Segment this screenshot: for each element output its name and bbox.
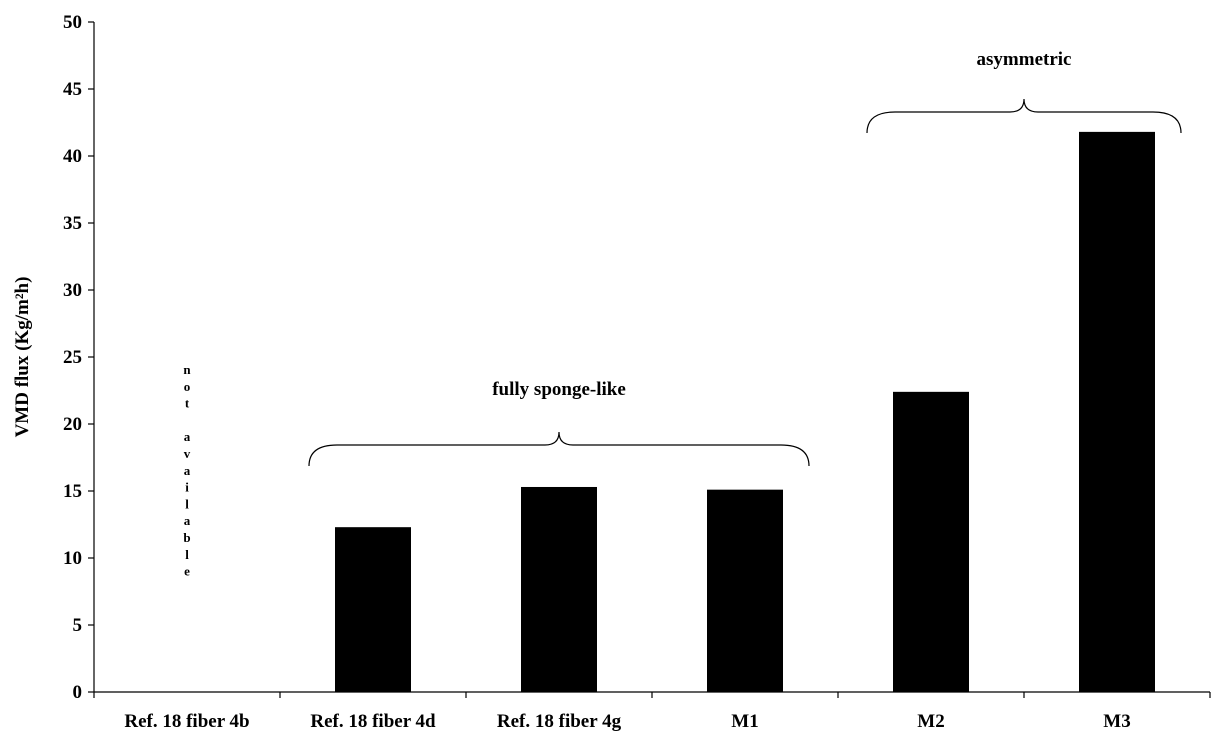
y-tick-label: 15 <box>63 481 82 502</box>
y-tick-label: 35 <box>63 213 82 234</box>
not-available-letter: i <box>185 480 189 495</box>
asymmetric-annotation: asymmetric <box>866 49 1182 134</box>
not-available-letter: a <box>184 463 191 478</box>
y-tick-label: 40 <box>63 146 82 167</box>
not-available-letter: t <box>185 396 190 411</box>
y-tick-label: 50 <box>63 12 82 33</box>
annotation-text: fully sponge-like <box>492 379 626 400</box>
bars <box>335 131 1155 692</box>
x-tick-label: Ref. 18 fiber 4b <box>124 711 249 732</box>
not-available-letter: a <box>184 429 191 444</box>
bar <box>1079 131 1155 692</box>
bar <box>521 486 597 692</box>
y-tick-label: 5 <box>73 615 83 636</box>
y-tick-label: 30 <box>63 280 82 301</box>
x-tick-label: M2 <box>917 711 944 732</box>
not-available-letter: l <box>185 496 189 511</box>
not-available-letter: v <box>184 446 191 461</box>
not-available-letter: e <box>184 564 190 579</box>
y-tick-label: 45 <box>63 79 82 100</box>
x-tick-label: Ref. 18 fiber 4g <box>497 711 622 732</box>
not-available-letter: a <box>184 513 191 528</box>
not-available-letter: o <box>184 379 191 394</box>
bar <box>335 527 411 692</box>
bar <box>893 391 969 692</box>
y-axis: 0 5 10 15 20 25 30 35 40 45 50 <box>63 12 95 703</box>
annotation-text: asymmetric <box>977 49 1072 70</box>
bar <box>707 489 783 692</box>
y-tick-label: 20 <box>63 414 82 435</box>
y-tick-label: 10 <box>63 548 82 569</box>
y-tick-label: 0 <box>73 682 83 703</box>
brace <box>866 98 1182 134</box>
not-available-letter: l <box>185 547 189 562</box>
x-tick-label: M1 <box>731 711 758 732</box>
y-axis-label: VMD flux (Kg/m²h) <box>12 277 33 438</box>
x-tick-label: M3 <box>1103 711 1130 732</box>
not-available-letter: n <box>183 362 191 377</box>
not-available-letter: b <box>183 530 190 545</box>
sponge-like-annotation: fully sponge-like <box>308 379 810 467</box>
x-axis: Ref. 18 fiber 4b Ref. 18 fiber 4d Ref. 18 … <box>93 691 1211 732</box>
brace <box>308 431 810 467</box>
x-tick-label: Ref. 18 fiber 4d <box>310 711 436 732</box>
y-tick-label: 25 <box>63 347 82 368</box>
